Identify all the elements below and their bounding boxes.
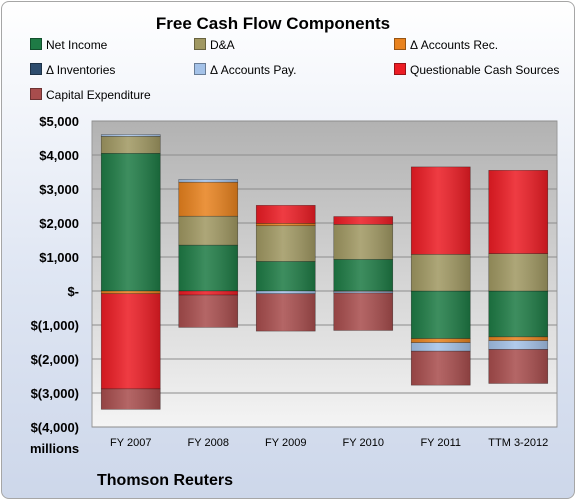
units-label: millions <box>30 441 80 456</box>
legend-item: Δ Accounts Rec. <box>394 38 498 52</box>
bar-shading <box>101 153 161 291</box>
y-tick-label: $2,000 <box>39 216 79 231</box>
legend-swatch <box>30 88 42 100</box>
bar-shading <box>256 225 316 262</box>
bar-shading <box>488 253 548 291</box>
bar-shading <box>333 291 393 292</box>
y-tick-label: $- <box>67 284 79 299</box>
bar-shading <box>411 351 471 386</box>
bar-shading <box>333 291 393 294</box>
bar-shading <box>488 349 548 384</box>
source-label: Thomson Reuters <box>97 472 234 489</box>
bar-shading <box>256 293 316 332</box>
x-tick-label: FY 2009 <box>265 437 306 449</box>
bar-shading <box>101 134 161 137</box>
chart-title: Free Cash Flow Components <box>155 14 391 33</box>
y-tick-label: $5,000 <box>39 114 79 129</box>
legend-label: Δ Accounts Pay. <box>210 63 297 77</box>
y-tick-label: $3,000 <box>39 182 79 197</box>
bar-shading <box>488 340 548 350</box>
plot-area <box>91 120 558 428</box>
legend-label: Questionable Cash Sources <box>410 63 560 77</box>
legend-label: Δ Accounts Rec. <box>410 38 499 52</box>
bar-shading <box>256 223 316 226</box>
legend-item: Questionable Cash Sources <box>394 63 559 77</box>
bar-shading <box>178 182 238 217</box>
legend-swatch <box>30 63 42 75</box>
bar-shading <box>256 261 316 291</box>
y-tick-label: $(3,000) <box>31 386 79 401</box>
bar-shading <box>256 205 316 224</box>
bar-shading <box>411 342 471 352</box>
legend-item: Δ Inventories <box>30 63 115 77</box>
bar-shading <box>411 291 471 339</box>
y-tick-label: $(1,000) <box>31 318 79 333</box>
bar-shading <box>411 254 471 291</box>
legend-item: Net Income <box>30 38 107 52</box>
legend-swatch <box>194 63 206 75</box>
bar-shading <box>101 291 161 294</box>
bar-shading <box>256 291 316 294</box>
bar-shading <box>178 179 238 183</box>
legend-label: D&A <box>210 38 235 52</box>
bar-shading <box>488 170 548 254</box>
x-tick-label: FY 2007 <box>110 437 151 449</box>
y-tick-label: $(2,000) <box>31 352 79 367</box>
y-tick-label: $4,000 <box>39 148 79 163</box>
bar-shading <box>333 293 393 331</box>
y-tick-label: $(4,000) <box>31 420 79 435</box>
legend-item: Δ Accounts Pay. <box>194 63 297 77</box>
bar-shading <box>178 295 238 328</box>
bar-shading <box>333 216 393 225</box>
x-tick-label: TTM 3-2012 <box>488 437 548 449</box>
bar-shading <box>101 136 161 154</box>
bar-shading <box>488 291 548 337</box>
legend-item: D&A <box>194 38 235 52</box>
x-tick-label: FY 2010 <box>343 437 384 449</box>
bar-shading <box>488 336 548 341</box>
bar-shading <box>101 293 161 389</box>
bar-shading <box>178 245 238 291</box>
chart-legend: Net Income D&A Δ Accounts Rec. Δ Inventorie… <box>0 0 578 110</box>
legend-label: Δ Inventories <box>46 63 116 77</box>
y-tick-label: $1,000 <box>39 250 79 265</box>
legend-swatch <box>30 38 42 50</box>
legend-label: Net Income <box>46 38 108 52</box>
bar-shading <box>178 216 238 246</box>
legend-item: Capital Expenditure <box>30 88 151 102</box>
bar-shading <box>411 166 471 255</box>
x-tick-label: FY 2008 <box>188 437 229 449</box>
legend-label: Capital Expenditure <box>46 88 151 102</box>
x-tick-label: FY 2011 <box>420 437 461 449</box>
bar-shading <box>411 338 471 343</box>
bar-shading <box>333 259 393 291</box>
legend-swatch <box>394 63 406 75</box>
legend-swatch <box>394 38 406 50</box>
bar-shading <box>101 388 161 410</box>
bar-shading <box>178 291 238 296</box>
bar-shading <box>333 224 393 260</box>
legend-swatch <box>194 38 206 50</box>
